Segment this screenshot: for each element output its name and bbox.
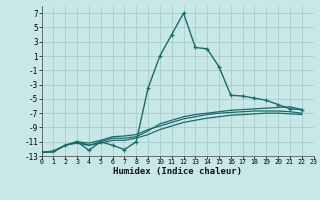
X-axis label: Humidex (Indice chaleur): Humidex (Indice chaleur) xyxy=(113,167,242,176)
